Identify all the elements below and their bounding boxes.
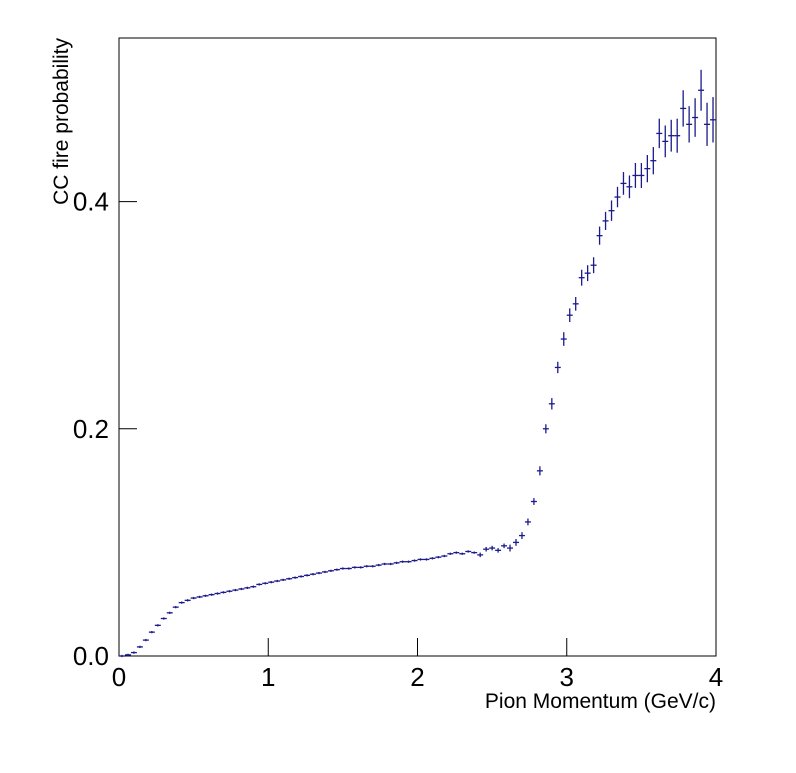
x-tick-label: 3 <box>560 662 574 692</box>
x-tick-label: 0 <box>112 662 126 692</box>
x-tick-label: 1 <box>261 662 275 692</box>
x-tick-label: 2 <box>410 662 424 692</box>
y-tick-label: 0.0 <box>73 641 109 671</box>
y-tick-label: 0.4 <box>73 187 109 217</box>
x-axis-title: Pion Momentum (GeV/c) <box>485 690 716 713</box>
y-tick-label: 0.2 <box>73 414 109 444</box>
y-axis-title: CC fire probability <box>50 38 73 205</box>
plot-frame <box>118 37 717 657</box>
x-tick-label: 4 <box>709 662 723 692</box>
